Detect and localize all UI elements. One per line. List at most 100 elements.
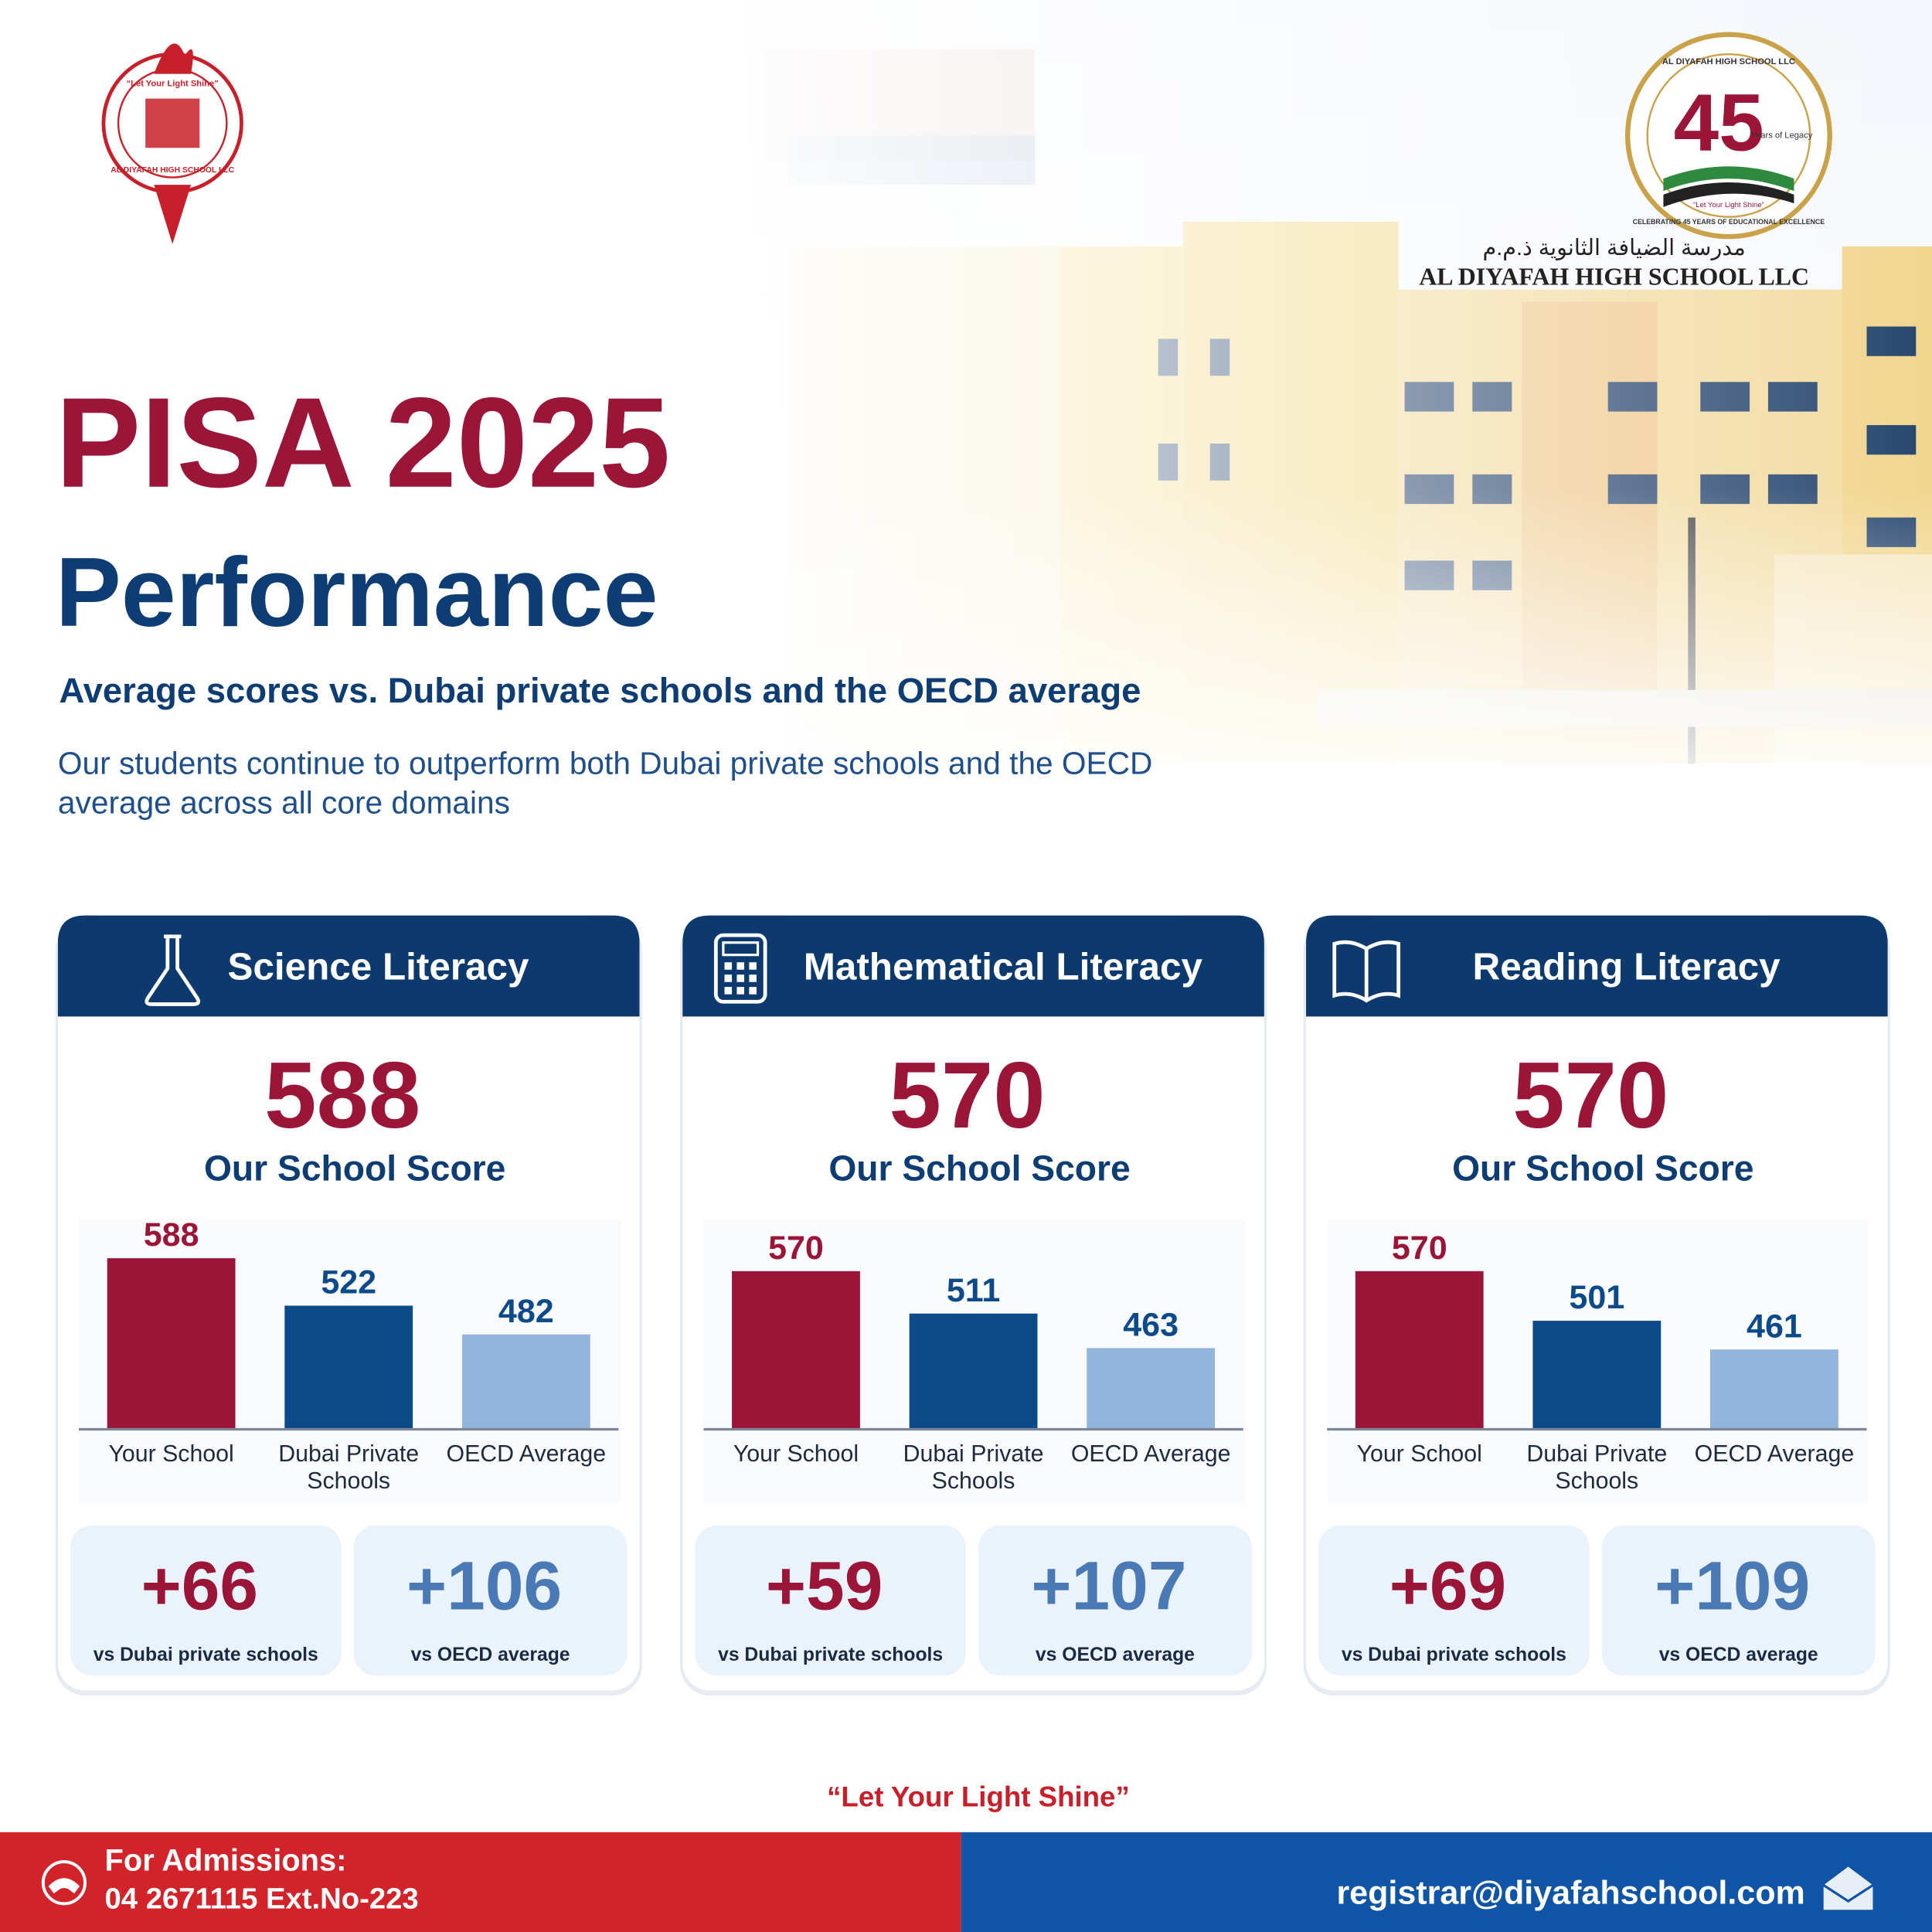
comparison-caption: vs OECD average [1659, 1645, 1818, 1665]
school-score-label: Our School Score [828, 1148, 1130, 1188]
bar [1532, 1321, 1662, 1430]
comparison-box [978, 1525, 1252, 1676]
title: PISA 2025 [56, 372, 671, 515]
math-icon [722, 941, 760, 957]
logo-motto: “Let Your Light Shine” [127, 80, 219, 89]
description-line: Our students continue to outperform both… [58, 745, 1152, 781]
value-label: 588 [144, 1216, 199, 1253]
badge-motto: “Let Your Light Shine” [1693, 201, 1764, 209]
building-sign: AL DIYAFAH HIGH SCHOOL LLC [1419, 263, 1809, 290]
bar [1355, 1270, 1484, 1430]
science-icon [145, 934, 201, 1006]
bar [461, 1334, 590, 1430]
description-line: average across all core domains [58, 784, 510, 820]
bar [284, 1305, 413, 1430]
card-title: Reading Literacy [1473, 946, 1781, 988]
category-label: Dubai Private Schools [1526, 1441, 1668, 1495]
bar [1710, 1349, 1838, 1430]
subtitle: Average scores vs. Dubai private schools… [60, 671, 1141, 710]
school-score: 588 [264, 1043, 420, 1148]
category-wrap: Dubai Private Schools [278, 1441, 420, 1495]
building-sign-arabic: مدرسة الضيافة الثانوية ذ.م.م [1483, 236, 1746, 260]
category-label: OECD Average [1694, 1441, 1855, 1468]
comparison-value: +107 [1031, 1546, 1186, 1624]
category-wrap: Your School [1356, 1441, 1482, 1468]
category-wrap: Your School [733, 1441, 859, 1468]
footer-left [0, 1832, 961, 1932]
card-header [1306, 915, 1888, 1017]
math-icon [713, 933, 767, 1004]
comparison-box [1601, 1525, 1876, 1676]
value-label: 482 [498, 1293, 554, 1330]
email: registrar@diyafahschool.com [1336, 1874, 1804, 1911]
anniversary-badge [1624, 32, 1832, 240]
math-icon [749, 987, 757, 995]
logo-name: AL DIYAFAH HIGH SCHOOL LLC [111, 166, 234, 175]
card-title: Science Literacy [227, 946, 529, 988]
admissions-phone: 04 2671115 Ext.No-223 [105, 1883, 419, 1916]
math-icon [724, 962, 733, 970]
math-icon [724, 975, 733, 982]
value-label: 463 [1123, 1306, 1179, 1343]
badge-years: Years of Legacy [1751, 131, 1813, 141]
comparison-value: +69 [1389, 1546, 1506, 1624]
comparison-value: +109 [1655, 1546, 1810, 1624]
comparison-value: +59 [766, 1546, 883, 1624]
category-label: Your School [108, 1441, 234, 1468]
bar [909, 1313, 1038, 1430]
value-label: 461 [1747, 1308, 1802, 1345]
card-header [682, 915, 1264, 1017]
category-wrap: Dubai Private Schools [1526, 1441, 1668, 1495]
phone-icon [41, 1860, 87, 1906]
bar [1087, 1348, 1216, 1430]
bar [107, 1258, 236, 1430]
school-score: 570 [889, 1043, 1046, 1148]
comparison-caption: vs OECD average [411, 1645, 570, 1665]
value-label: 522 [321, 1264, 376, 1301]
school-score-label: Our School Score [1452, 1148, 1753, 1188]
comparison-caption: vs Dubai private schools [718, 1645, 943, 1665]
card-header [57, 915, 640, 1017]
category-wrap: Your School [108, 1441, 234, 1468]
category-label: OECD Average [1070, 1441, 1231, 1468]
category-wrap: OECD Average [1694, 1441, 1855, 1468]
comparison-caption: vs OECD average [1036, 1645, 1195, 1665]
category-label: Dubai Private Schools [278, 1441, 420, 1495]
category-wrap: OECD Average [1070, 1441, 1231, 1468]
reading-icon [1332, 940, 1401, 1003]
card-title: Mathematical Literacy [804, 946, 1203, 988]
admissions-label: For Admissions: [105, 1843, 347, 1877]
title-second: Performance [56, 538, 658, 648]
math-icon [736, 975, 745, 982]
bar [732, 1270, 860, 1430]
badge-top: AL DIYAFAH HIGH SCHOOL LLC [1662, 57, 1795, 66]
math-icon [749, 975, 757, 982]
category-wrap: OECD Average [446, 1441, 607, 1468]
math-icon [736, 962, 745, 970]
school-logo [101, 43, 243, 244]
school-score-label: Our School Score [204, 1148, 505, 1188]
comparison-box [353, 1525, 628, 1676]
category-wrap: Dubai Private Schools [903, 1441, 1044, 1495]
school-score: 570 [1512, 1043, 1668, 1148]
category-label: Your School [733, 1441, 859, 1468]
badge-bottom: CELEBRATING 45 YEARS OF EDUCATIONAL EXCE… [1633, 218, 1825, 226]
category-label: OECD Average [446, 1441, 607, 1468]
comparison-box [1318, 1525, 1590, 1676]
comparison-value: +106 [406, 1546, 562, 1624]
footer-right [961, 1832, 1932, 1932]
comparison-value: +66 [141, 1546, 258, 1624]
comparison-box [695, 1525, 966, 1676]
comparison-caption: vs Dubai private schools [94, 1645, 318, 1665]
tagline: “Let Your Light Shine” [827, 1781, 1130, 1812]
category-label: Your School [1356, 1441, 1482, 1468]
math-icon [724, 987, 733, 995]
category-label: Dubai Private Schools [903, 1441, 1044, 1495]
value-label: 570 [768, 1230, 824, 1267]
badge-number: 45 [1674, 78, 1764, 168]
math-icon [736, 987, 745, 995]
value-label: 570 [1392, 1230, 1447, 1267]
